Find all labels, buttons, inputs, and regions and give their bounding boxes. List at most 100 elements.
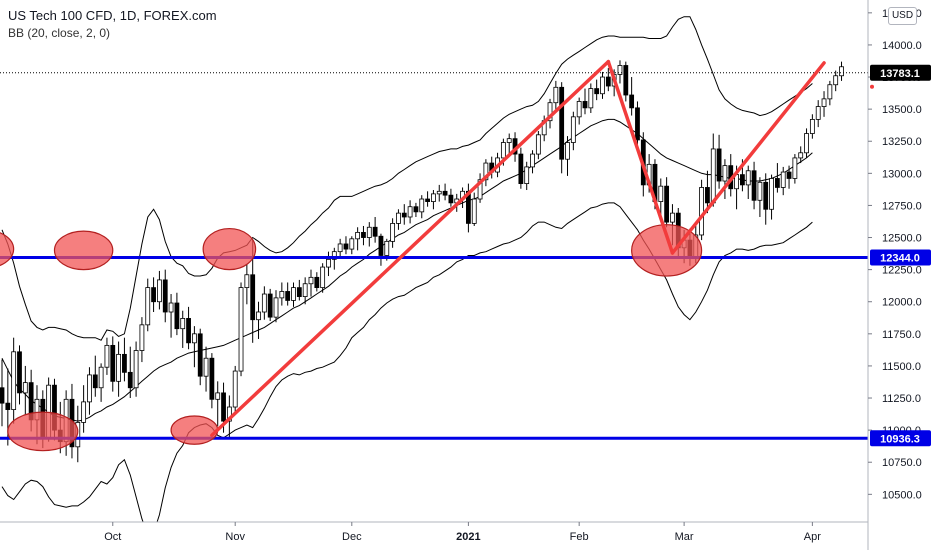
candle-body — [5, 402, 11, 410]
candle-body — [670, 212, 675, 223]
candle-body — [0, 387, 5, 404]
candle — [833, 70, 839, 92]
candle — [87, 367, 92, 415]
candle-body — [238, 287, 244, 372]
candle-body — [11, 351, 17, 410]
y-tick-label: 11750.0 — [882, 329, 921, 341]
indicator-legend[interactable]: BB (20, close, 2, 0) — [8, 26, 111, 40]
candle-body — [361, 231, 366, 238]
candle — [197, 328, 203, 386]
candle-body — [127, 371, 133, 389]
candle-body — [87, 374, 92, 403]
candle-body — [757, 181, 763, 201]
candle — [238, 282, 244, 377]
y-tick-label: 12250.0 — [882, 265, 922, 277]
candle-body — [326, 258, 331, 268]
candle-body — [191, 333, 197, 344]
candle — [477, 173, 483, 203]
candle — [588, 83, 594, 113]
candle-body — [215, 392, 221, 400]
candle-body — [174, 302, 180, 330]
annotations — [0, 59, 868, 452]
candle — [122, 337, 127, 382]
candle — [547, 98, 553, 129]
candle — [535, 130, 541, 160]
candle — [605, 68, 611, 92]
candle-body — [291, 287, 296, 301]
candle-body — [570, 116, 576, 143]
candle-body — [792, 157, 798, 179]
bollinger-bands — [1, 16, 813, 522]
candle-body — [594, 88, 600, 95]
candle — [792, 154, 798, 184]
candle-body — [804, 133, 809, 154]
trend-line — [210, 59, 611, 438]
price-label-support-upper-bg — [870, 249, 931, 266]
candle-body — [751, 170, 757, 201]
candle — [349, 236, 355, 255]
candle-body — [221, 392, 226, 422]
candle — [191, 326, 197, 368]
candle-body — [518, 153, 524, 185]
candle — [17, 345, 22, 405]
candle-body — [355, 231, 361, 240]
candle-body — [349, 238, 355, 250]
candle — [308, 269, 314, 297]
currency-button[interactable]: USD — [888, 7, 917, 25]
candle-body — [413, 206, 419, 213]
candle — [139, 317, 145, 363]
highlight-circle — [7, 411, 79, 452]
candle — [594, 79, 600, 101]
candle — [209, 353, 215, 409]
candle — [326, 251, 331, 277]
candle — [815, 100, 821, 128]
candle-body — [658, 185, 664, 202]
candle-body — [740, 174, 745, 186]
candle — [442, 183, 448, 201]
band-lower-band — [1, 202, 813, 522]
band-upper-band — [1, 16, 813, 341]
candle-body — [419, 198, 425, 213]
candle-body — [256, 311, 261, 321]
candle-body — [635, 107, 640, 141]
price-label-last-text: 13783.1 — [880, 68, 920, 80]
candle-body — [617, 65, 623, 75]
candle — [419, 195, 425, 219]
candle — [798, 146, 804, 164]
y-tick-label: 12500.0 — [882, 233, 922, 245]
price-label-last: 13783.1 — [870, 64, 931, 81]
candle — [104, 337, 110, 375]
candle — [664, 177, 670, 228]
candle — [553, 80, 559, 112]
candle — [530, 150, 535, 174]
candle — [267, 288, 273, 321]
candle-body — [827, 84, 833, 100]
candle — [232, 365, 238, 413]
candle-body — [524, 166, 530, 185]
candle — [401, 204, 407, 225]
candle — [244, 264, 250, 305]
candle-body — [705, 187, 710, 204]
candle — [804, 128, 809, 158]
candle-body — [390, 223, 396, 242]
candle-body — [547, 102, 553, 122]
candle-body — [343, 243, 349, 250]
candle-body — [378, 235, 384, 256]
candle-body — [506, 138, 512, 143]
candle — [728, 154, 734, 197]
candle — [774, 163, 780, 193]
candle — [699, 179, 704, 241]
candle — [413, 202, 419, 217]
candle — [378, 233, 384, 266]
candle-body — [576, 101, 582, 118]
candle — [261, 286, 267, 320]
candle-body — [535, 134, 541, 155]
candle — [256, 301, 261, 339]
candle — [285, 282, 291, 306]
candle-body — [699, 187, 704, 236]
candle — [827, 80, 833, 106]
candle-body — [401, 212, 407, 218]
candle — [215, 381, 221, 427]
